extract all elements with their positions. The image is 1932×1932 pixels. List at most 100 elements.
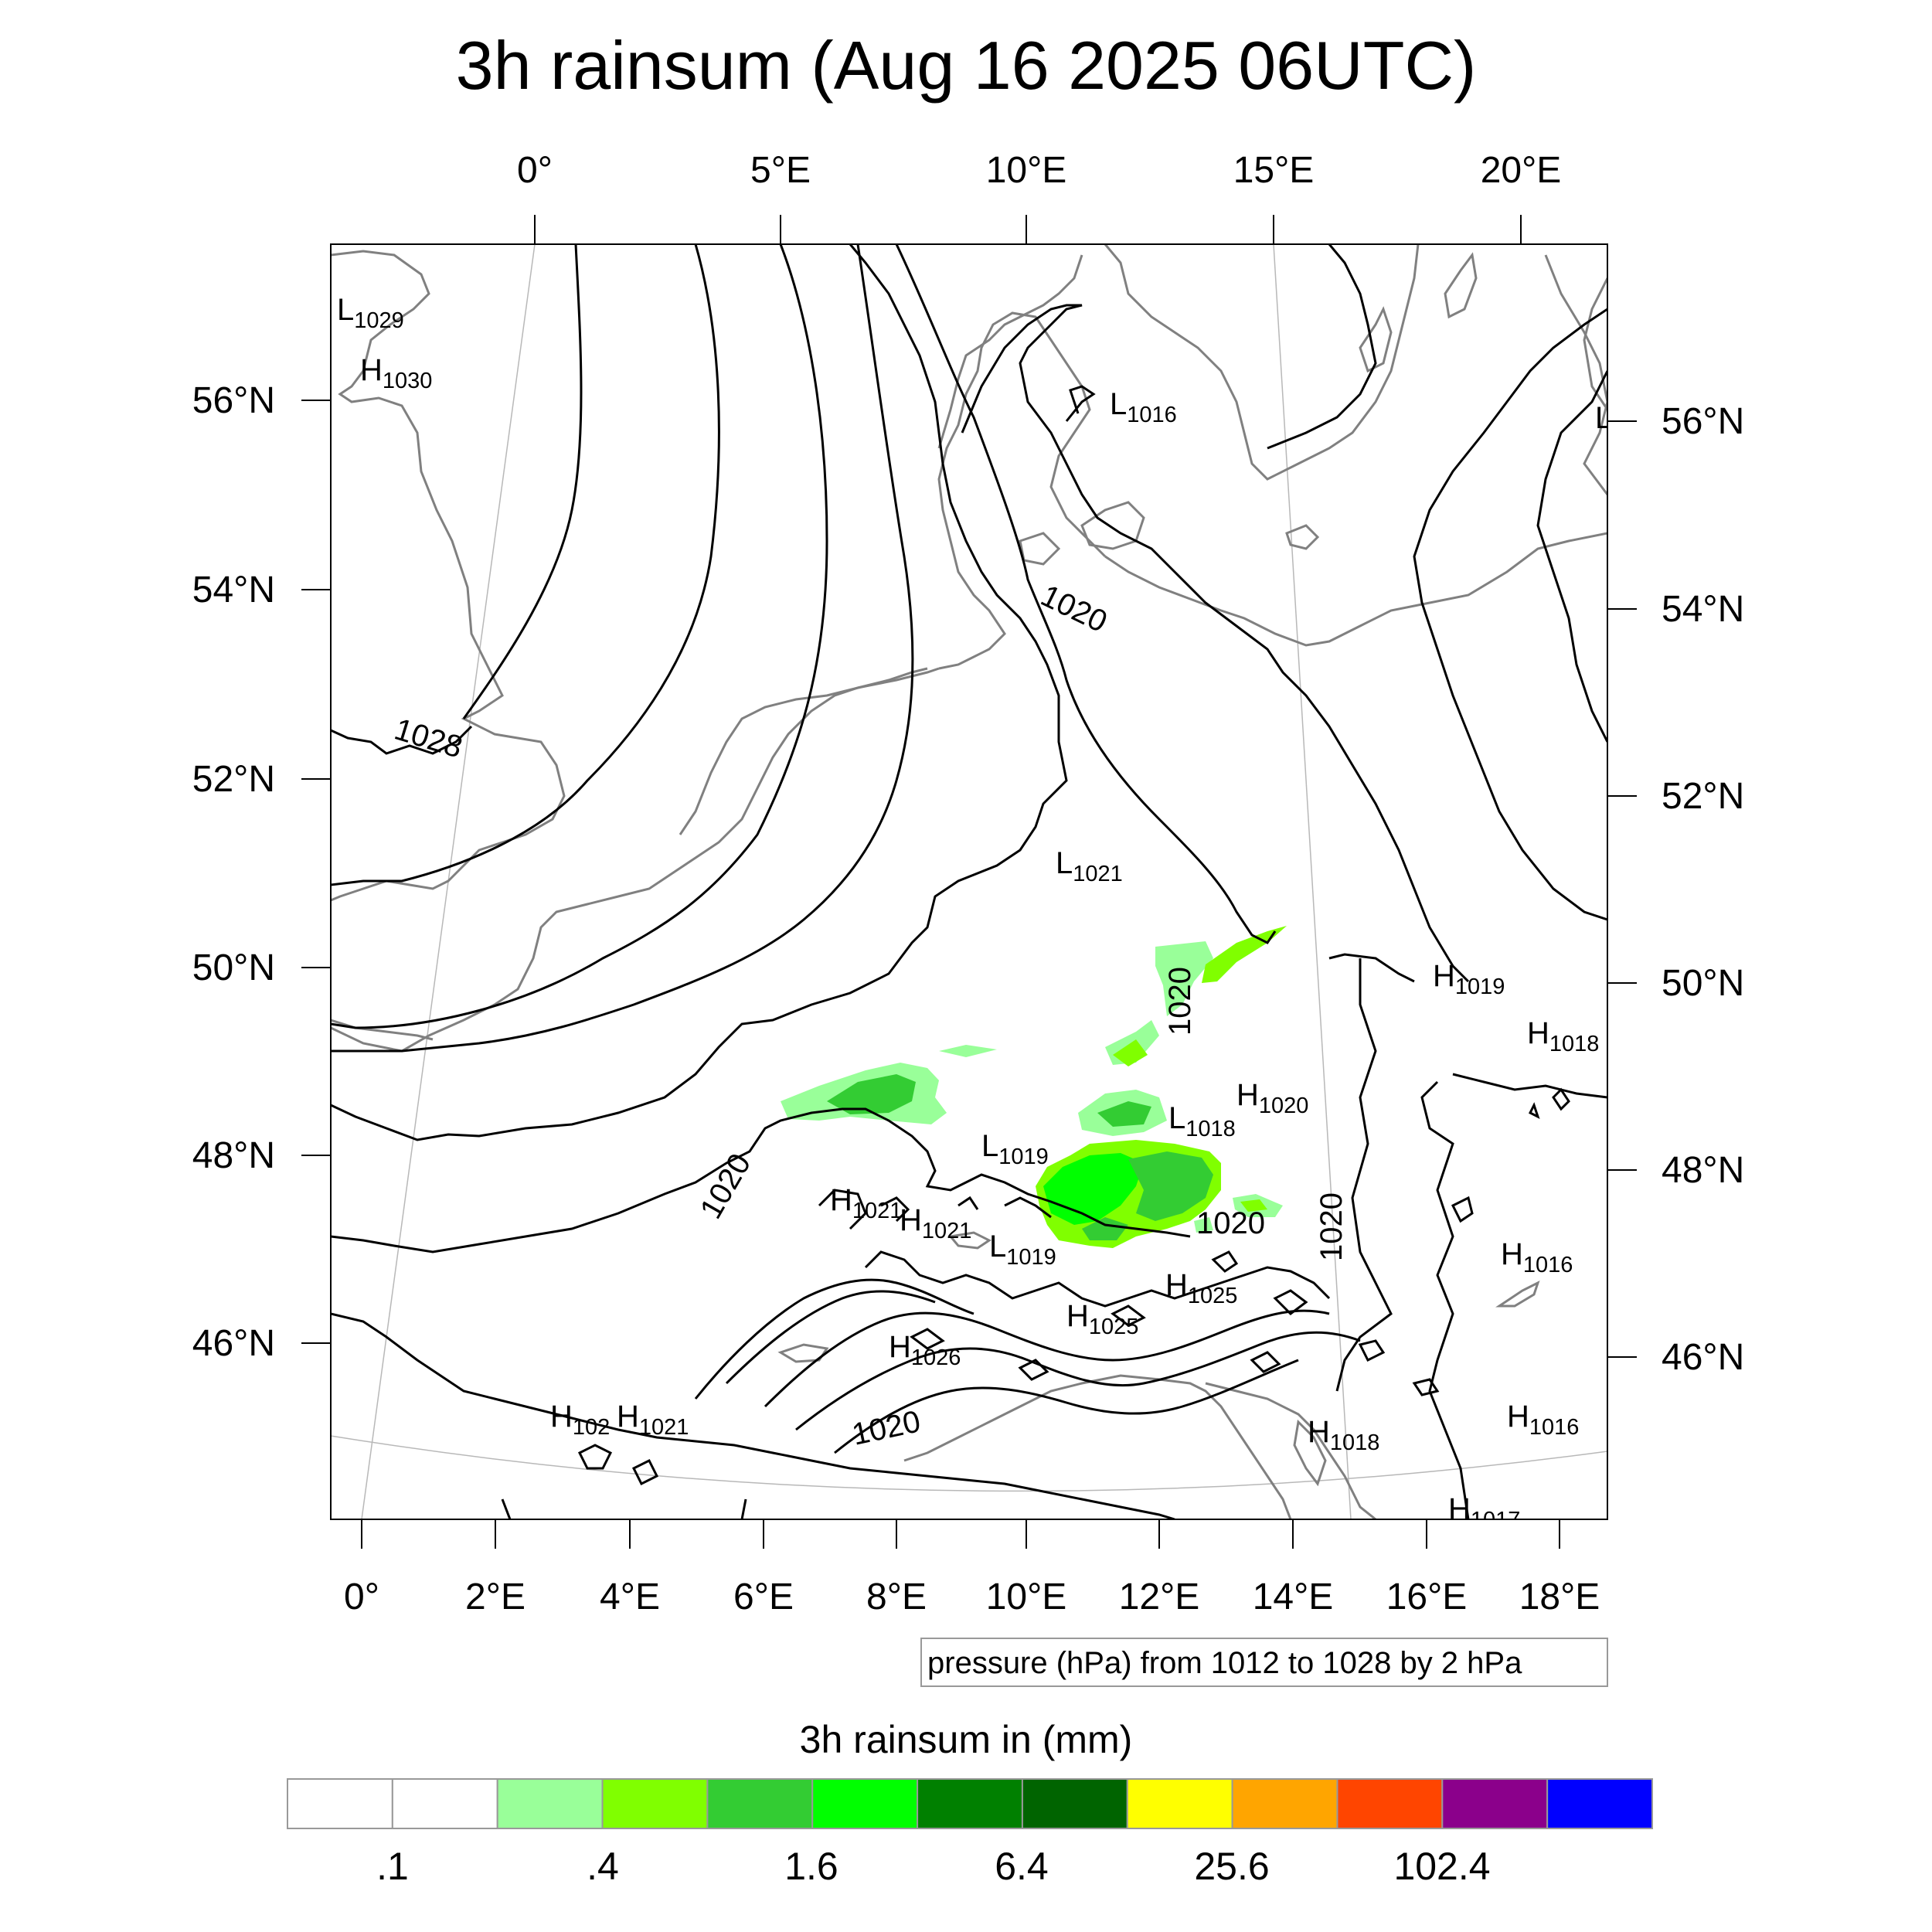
map-background <box>331 244 1607 1519</box>
pressure-center: L1016 <box>1110 387 1177 427</box>
lon-label-top: 10°E <box>986 150 1067 191</box>
lat-label-right: 46°N <box>1662 1337 1744 1378</box>
lon-label-bottom: 8°E <box>866 1577 927 1617</box>
rain-patch-east-core <box>1240 1199 1267 1212</box>
lat-label-right: 52°N <box>1662 776 1744 817</box>
lat-label-left: 52°N <box>192 759 275 800</box>
lon-label-top: 0° <box>517 150 553 191</box>
colorbar-tick-label: .1 <box>376 1845 409 1888</box>
pressure-center: H1021 <box>900 1203 971 1243</box>
coast-istria <box>1293 1419 1327 1487</box>
coast-baltic-east <box>1544 254 1607 495</box>
pressure-center: H1021 <box>617 1400 689 1440</box>
pressure-center: L1019 <box>989 1230 1056 1270</box>
contour-info-box: pressure (hPa) from 1012 to 1028 by 2 hP… <box>920 1638 1608 1687</box>
lon-label-bottom: 2°E <box>465 1577 526 1617</box>
coast-denmark <box>937 254 1083 449</box>
lat-label-right: 56°N <box>1662 401 1744 442</box>
lat-label-left: 56°N <box>192 380 275 421</box>
coast-france <box>331 667 928 1053</box>
pressure-center: H1025 <box>1165 1268 1237 1308</box>
pressure-center: L1019 <box>981 1129 1049 1169</box>
colorbar-box <box>391 1778 498 1829</box>
colorbar-tick-label: .4 <box>587 1845 619 1888</box>
colorbar-title: 3h rainsum in (mm) <box>800 1718 1133 1761</box>
lat-label-left: 46°N <box>192 1323 275 1364</box>
colorbar-box <box>1021 1778 1128 1829</box>
coast-adriatic-north <box>1205 1382 1376 1519</box>
pressure-center: L1029 <box>337 293 404 333</box>
lon-label-bottom: 10°E <box>986 1577 1067 1617</box>
rain-patch-mid-core <box>1097 1101 1151 1127</box>
lat-label-right: 50°N <box>1662 963 1744 1004</box>
lat-label-left: 48°N <box>192 1135 275 1176</box>
lon-label-bottom: 12°E <box>1119 1577 1200 1617</box>
lon-label-bottom: 0° <box>344 1577 379 1617</box>
contour-label: 1020 <box>1315 1192 1349 1261</box>
colorbar-box <box>917 1778 1023 1829</box>
coast-gotland <box>1359 306 1393 373</box>
pressure-center: H1016 <box>1507 1400 1579 1440</box>
isobars <box>331 244 1607 1519</box>
lon-label-bottom: 4°E <box>600 1577 660 1617</box>
rain-patch-north-4 <box>1113 1039 1148 1066</box>
lon-label-top: 20°E <box>1481 150 1562 191</box>
contour-info-text: pressure (hPa) from 1012 to 1028 by 2 hP… <box>927 1646 1522 1680</box>
pressure-center: H1019 <box>1433 959 1505 999</box>
map-frame <box>330 243 1608 1520</box>
right-latitude-labels: 56°N 54°N 52°N 50°N 48°N 46°N <box>1662 401 1744 1378</box>
coastlines <box>331 244 1607 1519</box>
colorbar: 3h rainsum in (mm) .1 .4 1.6 6.4 25.6 10… <box>287 1718 1654 1888</box>
lon-label-bottom: 18°E <box>1519 1577 1600 1617</box>
left-latitude-labels: 56°N 54°N 52°N 50°N 48°N 46°N <box>192 380 275 1364</box>
rain-patch-main-heavy2 <box>1082 1217 1128 1240</box>
colorbar-tick-label: 6.4 <box>995 1845 1049 1888</box>
coast-sweden <box>1104 244 1420 481</box>
pressure-center: L1021 <box>1056 846 1123 886</box>
coast-great-britain-south <box>331 1019 434 1041</box>
pressure-center: H1018 <box>1308 1415 1379 1455</box>
pressure-center: H1021 <box>830 1183 902 1223</box>
pressure-center: H1025 <box>1066 1299 1138 1339</box>
coast-bornholm <box>1285 524 1320 550</box>
colorbar-box <box>706 1778 814 1829</box>
colorbar-box <box>1126 1778 1233 1829</box>
coast-oland <box>1444 252 1478 319</box>
rain-patch-north-2 <box>1202 926 1287 983</box>
colorbar-tick-label: 1.6 <box>784 1845 838 1888</box>
pressure-center: H1018 <box>1527 1016 1599 1056</box>
chart-title: 3h rainsum (Aug 16 2025 06UTC) <box>456 27 1477 104</box>
coast-baltic-south <box>1104 532 1607 647</box>
rain-patch-north-1 <box>1155 941 1213 1016</box>
colorbar-box <box>811 1778 919 1829</box>
tick-marks <box>301 215 1637 1549</box>
lon-label-bottom: 16°E <box>1386 1577 1468 1617</box>
pressure-center: H1020 <box>1236 1078 1308 1118</box>
pressure-center: H1026 <box>889 1330 961 1370</box>
pressure-center: H1017 <box>1448 1492 1520 1532</box>
colorbar-box <box>1546 1778 1654 1829</box>
contour-label: 1020 <box>1196 1206 1265 1240</box>
colorbar-box <box>496 1778 604 1829</box>
colorbar-box <box>1336 1778 1444 1829</box>
rain-patch-main-heavy <box>1128 1151 1213 1221</box>
top-longitude-labels: 0° 5°E 10°E 15°E 20°E <box>517 150 1561 191</box>
pressure-center: H1016 <box>1501 1237 1573 1277</box>
coast-zealand <box>1080 501 1145 550</box>
coast-germany-north <box>937 311 1107 670</box>
lon-label-top: 5°E <box>750 150 811 191</box>
rain-patch-main-core <box>1043 1153 1144 1225</box>
coast-lake-constance <box>948 1231 992 1250</box>
pressure-center: H102 <box>550 1400 610 1440</box>
lat-label-right: 54°N <box>1662 589 1744 630</box>
bottom-longitude-labels: 0° 2°E 4°E 6°E 8°E 10°E 12°E 14°E 16°E 1… <box>344 1577 1600 1617</box>
rain-patch-west-core <box>827 1074 916 1114</box>
pressure-center: L <box>1595 401 1612 435</box>
lat-label-left: 54°N <box>192 570 275 611</box>
map-area: L1029 H1030 L1016 L L1021 H1019 H1018 H1… <box>192 150 1745 1617</box>
colorbar-tick-label: 102.4 <box>1393 1845 1490 1888</box>
rain-patch-west-stripe <box>939 1045 997 1057</box>
coast-lake-balaton <box>1495 1281 1540 1308</box>
colorbar-box <box>287 1778 393 1829</box>
contour-label: 1020 <box>1163 967 1197 1036</box>
